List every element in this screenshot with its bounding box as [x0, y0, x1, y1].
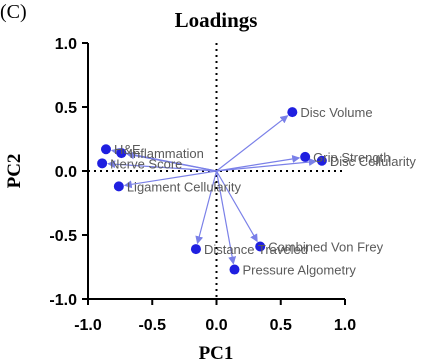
- loading-label: Nerve Score: [110, 156, 182, 171]
- loading-arrow: [126, 151, 217, 172]
- y-tick-label: 1.0: [55, 36, 77, 53]
- loading-point: [190, 244, 201, 255]
- tick-labels: -1.0 -0.5 0.0 0.5 1.0 1.0 0.5 0.0 -0.5 -1.0: [49, 36, 356, 334]
- loading-point: [113, 181, 124, 192]
- x-tick-label: 0.0: [205, 317, 227, 334]
- loading-arrow: [215, 170, 258, 243]
- loading-point: [97, 158, 108, 169]
- loading-point: [287, 107, 298, 118]
- loading-arrow: [123, 170, 217, 189]
- loading-label: Grip Strength: [313, 150, 390, 165]
- loading-point: [316, 155, 327, 166]
- loading-point: [229, 264, 240, 275]
- x-tick-label: -0.5: [138, 317, 166, 334]
- loading-points: [97, 107, 327, 275]
- loading-arrow: [216, 155, 301, 172]
- panel-label: (C): [0, 1, 27, 23]
- loading-arrow: [215, 170, 237, 265]
- y-tick-label: 0.5: [55, 100, 77, 117]
- loading-label: Ligament Cellularity: [127, 179, 242, 194]
- loading-arrow: [195, 170, 218, 245]
- chart-title: Loadings: [175, 8, 258, 32]
- loading-label: Combined Von Frey: [268, 240, 383, 255]
- loading-label: Inflammation: [129, 146, 203, 161]
- loading-arrows: [107, 115, 317, 265]
- y-axis-label: PC2: [4, 154, 25, 189]
- y-tick-label: -0.5: [49, 228, 77, 245]
- loading-label: Disc Cellularity: [330, 154, 416, 169]
- loading-label: Pressure Algometry: [242, 263, 356, 278]
- y-tick-label: 0.0: [55, 164, 77, 181]
- x-tick-label: 0.5: [270, 317, 292, 334]
- loading-point: [255, 241, 266, 252]
- x-tick-label: -1.0: [74, 317, 102, 334]
- loading-arrow: [216, 158, 317, 172]
- loading-arrow: [216, 115, 289, 172]
- loading-label: Distance Traveled: [204, 242, 308, 257]
- loading-point: [300, 151, 311, 162]
- loading-point: [100, 144, 111, 155]
- x-axis-label: PC1: [199, 343, 234, 363]
- loading-label: Disc Volume: [300, 105, 372, 120]
- loading-label: H&E: [114, 142, 141, 157]
- loading-point: [116, 148, 127, 159]
- loading-arrow: [107, 160, 217, 172]
- x-tick-label: 1.0: [334, 317, 356, 334]
- y-tick-label: -1.0: [49, 292, 77, 309]
